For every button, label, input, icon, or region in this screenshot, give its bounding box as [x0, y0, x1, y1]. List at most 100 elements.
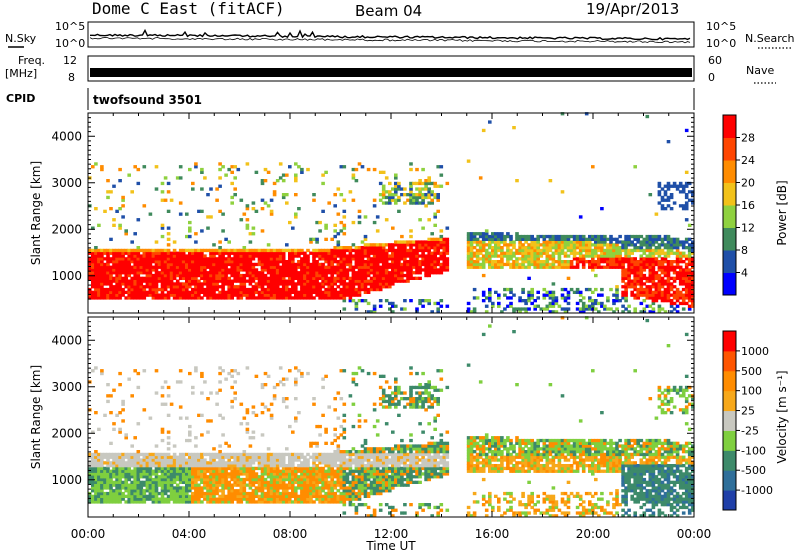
power-cell [509, 248, 513, 253]
power-cell [442, 268, 447, 272]
power-cell [360, 260, 365, 264]
power-cell [248, 271, 253, 275]
power-cell [400, 273, 404, 278]
power-cell [430, 237, 434, 241]
velocity-cell [221, 497, 225, 501]
power-cell [300, 285, 304, 289]
velocity-cell [100, 494, 104, 498]
power-cell [639, 268, 644, 272]
power-cell [563, 240, 568, 244]
power-cell [342, 260, 347, 264]
power-cell [569, 234, 574, 239]
power-cell [415, 307, 419, 311]
power-cell [433, 246, 437, 250]
velocity-cell [263, 500, 268, 504]
velocity-cell [163, 472, 168, 476]
power-cell [512, 262, 516, 267]
velocity-cell [281, 497, 286, 501]
power-cell [497, 246, 501, 250]
power-cell [527, 260, 531, 264]
velocity-cell [263, 477, 268, 482]
velocity-cell [136, 489, 141, 493]
power-cell [384, 273, 389, 278]
velocity-cell [188, 464, 192, 468]
power-cell [521, 257, 525, 261]
power-cell [542, 240, 547, 244]
power-cell [260, 287, 265, 292]
power-cell [654, 285, 659, 289]
velocity-cell [169, 402, 174, 406]
power-cell [472, 232, 477, 236]
power-cell [687, 251, 692, 255]
power-cell [439, 262, 444, 267]
power-cell [654, 276, 659, 280]
power-cell [272, 251, 277, 255]
power-cell [260, 285, 265, 289]
power-cell [591, 262, 595, 267]
power-cell [391, 273, 395, 278]
power-cell [142, 268, 147, 272]
velocity-cell [206, 486, 210, 490]
velocity-cell [97, 489, 101, 493]
power-cell [315, 268, 319, 272]
power-cell [312, 279, 316, 283]
power-cell [484, 237, 489, 241]
power-cell [675, 293, 680, 297]
power-cell [288, 257, 292, 261]
power-cell [372, 287, 377, 292]
power-cell [151, 260, 156, 264]
power-cell [384, 279, 389, 283]
power-cell [281, 271, 286, 275]
power-cell [342, 307, 347, 311]
velocity-cell [100, 469, 104, 473]
power-cell [642, 299, 647, 303]
power-cell [372, 279, 377, 283]
velocity-cell [178, 489, 183, 493]
velocity-cell [248, 461, 253, 465]
power-cell [312, 271, 316, 275]
velocity-cell [215, 480, 219, 484]
power-cell [281, 285, 286, 289]
velocity-cell [221, 500, 225, 504]
power-cell [251, 201, 256, 205]
velocity-cell [227, 483, 231, 487]
power-cell [645, 293, 650, 297]
power-cell [221, 273, 225, 278]
velocity-cell [181, 458, 186, 462]
power-cell [378, 243, 383, 247]
velocity-cell [209, 477, 213, 482]
power-cell [624, 257, 628, 261]
power-cell [139, 276, 144, 280]
velocity-cell [194, 369, 198, 373]
power-cell [366, 248, 371, 253]
power-cell [378, 246, 383, 250]
velocity-cell [245, 483, 250, 487]
power-cell [109, 282, 113, 286]
power-cell [197, 209, 201, 213]
power-cell [439, 184, 444, 188]
y-tick-label: 3000 [51, 176, 82, 190]
power-cell [330, 268, 334, 272]
velocity-cell [239, 483, 244, 487]
velocity-cell [233, 475, 237, 479]
power-cell [684, 285, 689, 289]
power-cell [324, 254, 328, 258]
velocity-cell [236, 500, 241, 504]
power-cell [648, 273, 653, 278]
velocity-cell [142, 408, 147, 412]
velocity-cell [172, 500, 177, 504]
velocity-cell [94, 483, 98, 487]
power-cell [445, 248, 450, 253]
power-cell [297, 276, 301, 280]
power-cell [197, 271, 201, 275]
velocity-cell [133, 472, 137, 476]
power-cell [378, 193, 383, 197]
velocity-cell [112, 466, 116, 471]
power-cell [181, 265, 186, 269]
power-cell [172, 251, 177, 255]
power-cell [188, 262, 192, 267]
velocity-cell [206, 489, 210, 493]
power-cell [433, 260, 437, 264]
velocity-cell [172, 461, 177, 465]
power-cell [433, 262, 437, 267]
